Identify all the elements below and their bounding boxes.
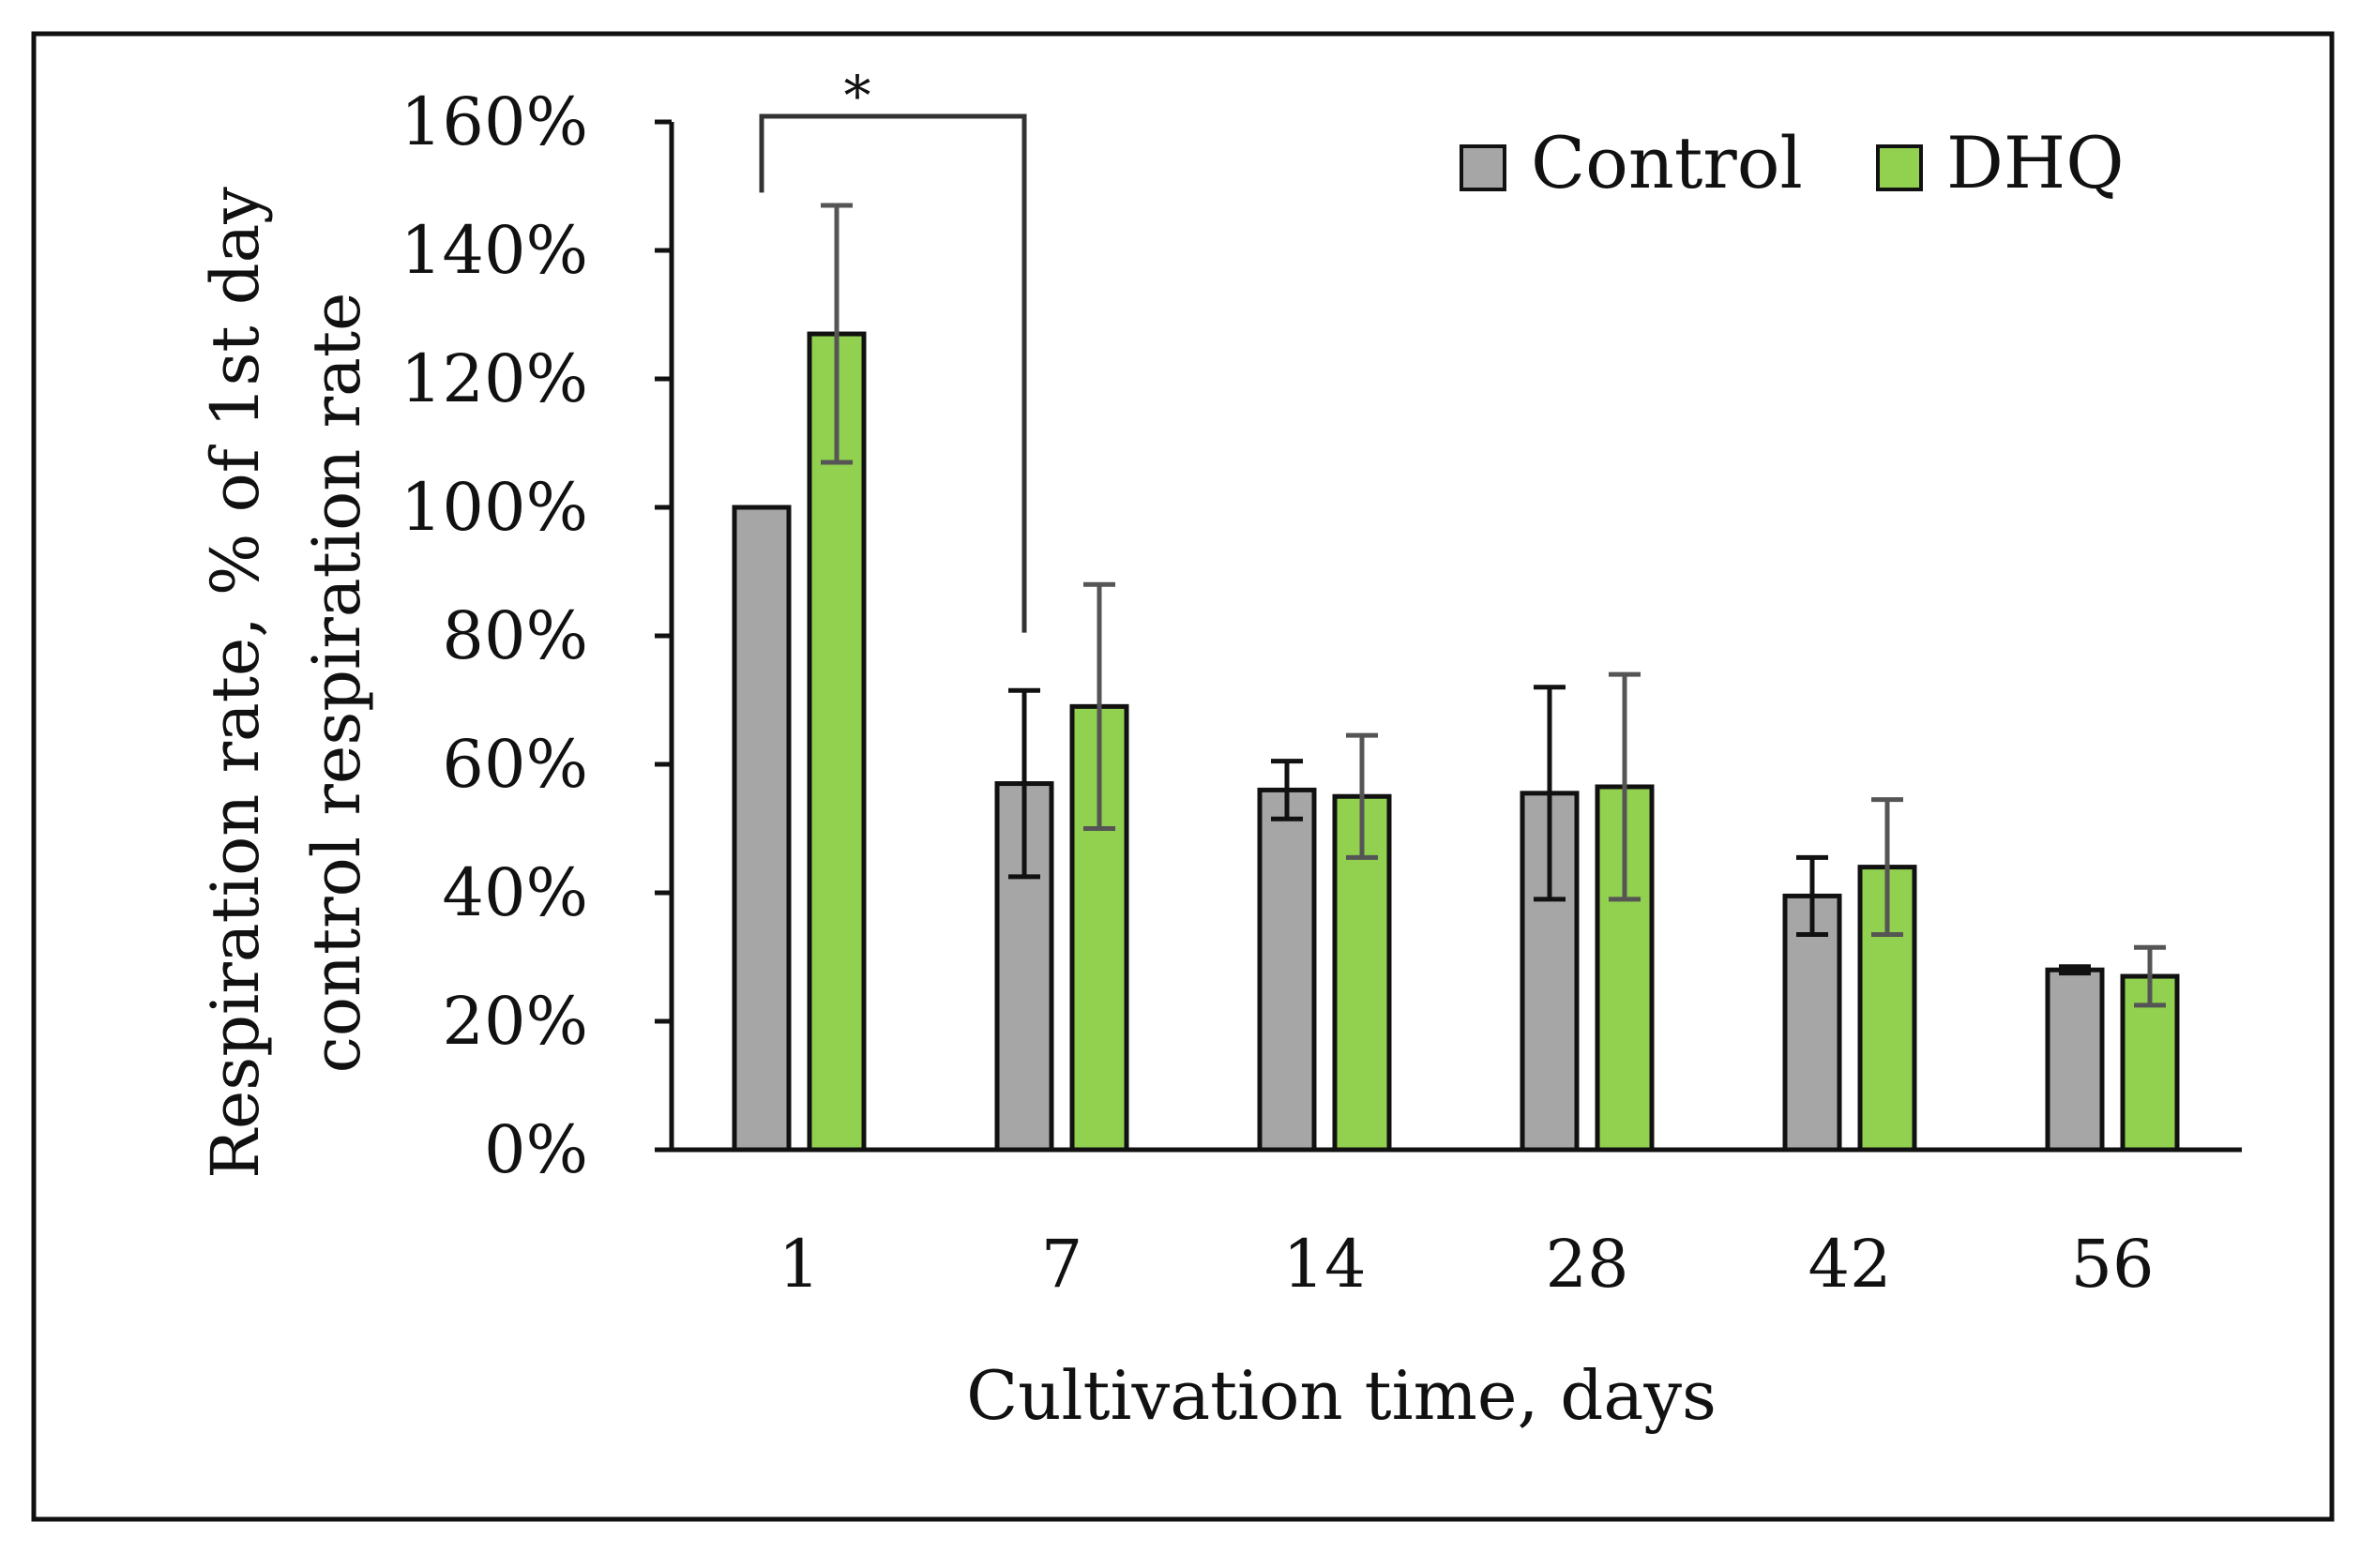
x-tick-label: 14 <box>1282 1226 1366 1303</box>
error-bar-dhq-7 <box>1083 581 1115 831</box>
y-tick-label: 0% <box>484 1111 588 1188</box>
error-bar-dhq-1 <box>821 203 853 465</box>
x-tick-label: 28 <box>1545 1226 1628 1303</box>
y-tick-label: 120% <box>401 340 588 417</box>
error-bar-control-7 <box>1008 687 1040 880</box>
bars-layer <box>732 331 2180 1153</box>
y-tick-label: 80% <box>442 597 588 674</box>
x-tick-label: 1 <box>779 1226 821 1303</box>
error-bar-control-42 <box>1796 854 1828 938</box>
bar-control-56 <box>2045 967 2105 1153</box>
legend: Control DHQ <box>1460 121 2125 204</box>
y-axis-title-line-1: Respiration rate, % of 1st day <box>197 187 274 1179</box>
error-bar-dhq-28 <box>1609 671 1641 902</box>
chart-frame <box>31 31 2335 1522</box>
x-tick-label: 7 <box>1041 1226 1083 1303</box>
axes <box>655 119 2242 1153</box>
significance-asterisk: * <box>844 64 871 128</box>
y-tick-label: 100% <box>401 469 588 546</box>
y-tick-label: 140% <box>401 212 588 289</box>
error-bar-dhq-14 <box>1346 732 1378 860</box>
y-tick-labels: 0% 20% 40% 60% 80% 100% 120% 140% 160% <box>401 83 588 1188</box>
legend-label-control: Control <box>1531 121 1803 204</box>
legend-swatch-control <box>1460 144 1506 191</box>
y-tick-label: 160% <box>401 83 588 160</box>
x-tick-label: 56 <box>2070 1226 2154 1303</box>
legend-swatch-dhq <box>1876 144 1923 191</box>
error-bars-layer <box>821 203 2166 1008</box>
x-tick-labels: 1 7 14 28 42 56 <box>779 1226 2155 1303</box>
y-tick-label: 40% <box>442 854 588 931</box>
y-axis-title-line-2: control respiration rate <box>298 293 375 1074</box>
x-axis-title: Cultivation time, days <box>966 1356 1717 1435</box>
significance-bracket-line <box>759 113 1027 633</box>
y-tick-label: 60% <box>442 726 588 803</box>
legend-label-dhq: DHQ <box>1946 121 2125 204</box>
bar-control-14 <box>1257 787 1317 1153</box>
y-tick-label: 20% <box>442 983 588 1060</box>
error-bar-control-56 <box>2059 964 2091 976</box>
error-bar-dhq-42 <box>1871 797 1903 938</box>
error-bar-control-14 <box>1271 759 1303 822</box>
significance-bracket: * <box>759 64 1027 633</box>
bar-control-1 <box>732 505 792 1153</box>
error-bar-dhq-56 <box>2134 944 2166 1008</box>
bar-dhq-1 <box>807 331 867 1153</box>
error-bar-control-28 <box>1534 685 1566 902</box>
x-tick-label: 42 <box>1808 1226 1891 1303</box>
